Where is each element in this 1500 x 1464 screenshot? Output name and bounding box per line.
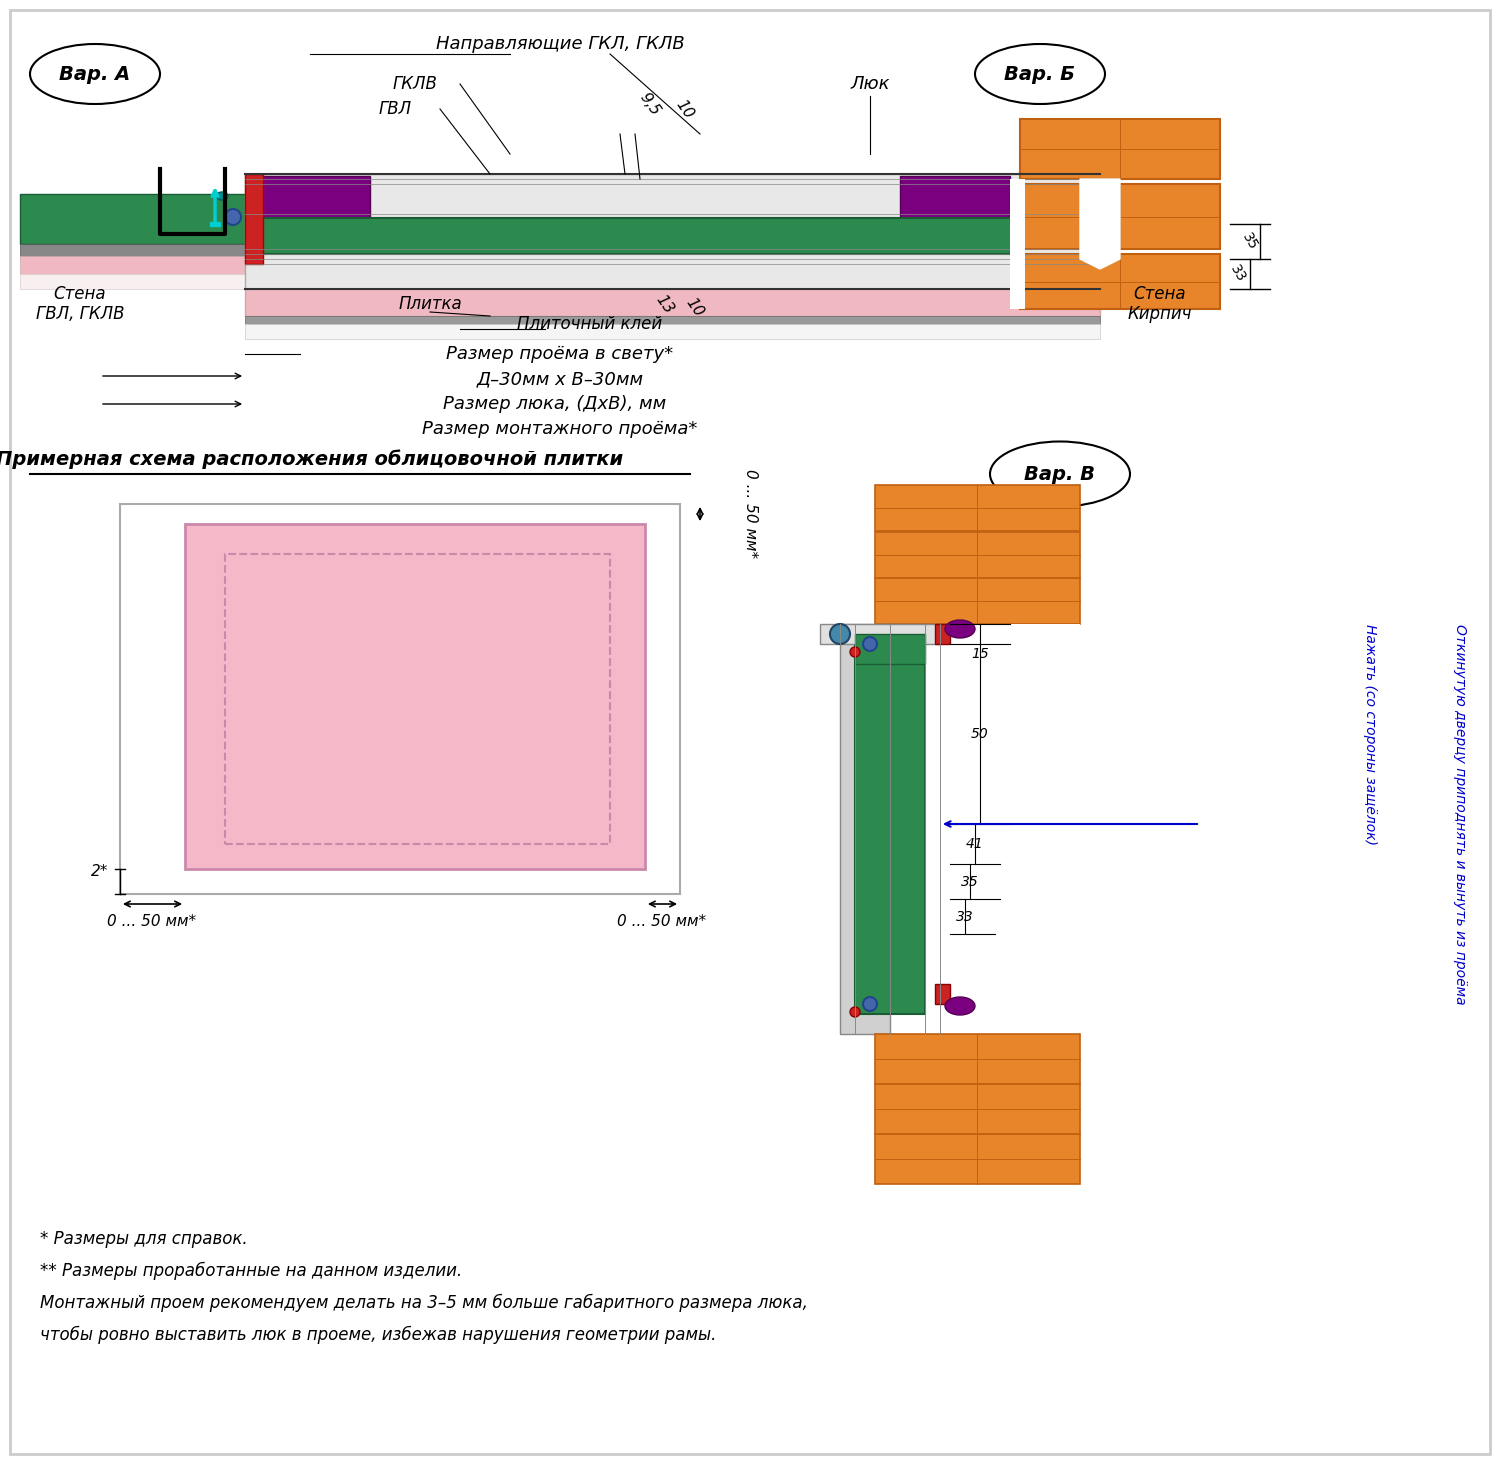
Bar (210, 223, 220, 225)
Bar (244, 316, 1100, 324)
Text: 35: 35 (1239, 231, 1260, 253)
Bar (934, 624, 950, 644)
Polygon shape (1080, 179, 1120, 269)
Bar (874, 1135, 1080, 1184)
Text: Вар. Б: Вар. Б (1005, 64, 1076, 83)
Text: 10: 10 (684, 294, 706, 319)
Text: Плиточный клей: Плиточный клей (518, 315, 663, 332)
Text: Откинутую дверцу приподнять и вынуть из проёма: Откинутую дверцу приподнять и вынуть из … (1454, 624, 1467, 1004)
Bar (821, 624, 940, 644)
Bar (244, 324, 1100, 340)
Circle shape (850, 647, 859, 657)
Bar (1020, 253, 1220, 309)
Ellipse shape (975, 44, 1106, 104)
Ellipse shape (945, 997, 975, 1015)
Text: Стена
Кирпич: Стена Кирпич (1128, 284, 1192, 324)
Bar (855, 634, 926, 665)
Bar (244, 288, 1100, 316)
Text: Нажать (со стороны защёлок): Нажать (со стороны защёлок) (1364, 624, 1377, 845)
Bar (120, 504, 680, 895)
Text: 0 ... 50 мм*: 0 ... 50 мм* (742, 470, 758, 559)
Bar (1020, 119, 1220, 179)
Text: 0 ... 50 мм*: 0 ... 50 мм* (618, 915, 706, 930)
Text: Стена
ГВЛ, ГКЛВ: Стена ГВЛ, ГКЛВ (36, 284, 124, 324)
Ellipse shape (945, 619, 975, 638)
Text: 2*: 2* (92, 865, 108, 880)
Text: * Размеры для справок.: * Размеры для справок. (40, 1230, 248, 1247)
Ellipse shape (30, 44, 160, 104)
Bar (20, 274, 280, 288)
Bar (815, 624, 1080, 1034)
Bar (874, 1034, 1080, 1083)
Circle shape (225, 209, 242, 225)
Text: Направляющие ГКЛ, ГКЛВ: Направляющие ГКЛ, ГКЛВ (435, 35, 684, 53)
Bar (20, 256, 280, 274)
Text: Размер монтажного проёма*: Размер монтажного проёма* (423, 420, 698, 438)
Text: Вар. А: Вар. А (60, 64, 130, 83)
Text: ГВЛ: ГВЛ (378, 100, 411, 119)
Circle shape (850, 1007, 859, 1017)
Bar (874, 531, 1080, 578)
Bar (874, 578, 1080, 624)
Text: 33: 33 (1227, 264, 1248, 285)
Text: Люк: Люк (850, 75, 889, 94)
Text: Вар. В: Вар. В (1024, 464, 1095, 483)
Bar (20, 244, 280, 256)
Bar (1020, 184, 1220, 249)
Bar (855, 644, 926, 1015)
Bar (20, 195, 280, 244)
Text: Размер проёма в свету*: Размер проёма в свету* (447, 346, 674, 363)
Text: 0 ... 50 мм*: 0 ... 50 мм* (108, 915, 196, 930)
Bar (1010, 179, 1025, 309)
Text: чтобы ровно выставить люк в проеме, избежав нарушения геометрии рамы.: чтобы ровно выставить люк в проеме, избе… (40, 1326, 717, 1344)
Bar (184, 524, 645, 870)
Circle shape (830, 624, 850, 644)
Text: 35: 35 (962, 875, 980, 889)
Bar (260, 218, 1020, 253)
Text: 9,5: 9,5 (638, 89, 663, 119)
Bar (874, 485, 1080, 531)
Ellipse shape (990, 442, 1130, 507)
Bar (840, 624, 890, 1034)
Bar (244, 174, 262, 264)
Text: 33: 33 (956, 911, 974, 924)
Text: 13: 13 (654, 291, 676, 316)
Text: 41: 41 (966, 837, 984, 851)
Text: Плитка: Плитка (398, 296, 462, 313)
Text: Примерная схема расположения облицовочной плитки: Примерная схема расположения облицовочно… (0, 449, 624, 468)
Bar (244, 174, 1100, 288)
Text: Монтажный проем рекомендуем делать на 3–5 мм больше габаритного размера люка,: Монтажный проем рекомендуем делать на 3–… (40, 1294, 808, 1312)
Ellipse shape (216, 192, 228, 201)
Bar (934, 984, 950, 1004)
Text: ГКЛВ: ГКЛВ (393, 75, 438, 94)
Text: Д–30мм х В–30мм: Д–30мм х В–30мм (477, 370, 644, 388)
Bar (874, 1083, 1080, 1135)
Circle shape (862, 637, 877, 651)
Text: 50: 50 (970, 728, 988, 741)
Bar (900, 176, 1010, 218)
Text: 15: 15 (970, 647, 988, 662)
Text: Размер люка, (ДхВ), мм: Размер люка, (ДхВ), мм (444, 395, 666, 413)
Text: 10: 10 (674, 97, 696, 122)
Circle shape (862, 997, 877, 1012)
Bar (225, 553, 610, 845)
Bar (260, 176, 370, 218)
Text: ** Размеры проработанные на данном изделии.: ** Размеры проработанные на данном издел… (40, 1262, 462, 1280)
